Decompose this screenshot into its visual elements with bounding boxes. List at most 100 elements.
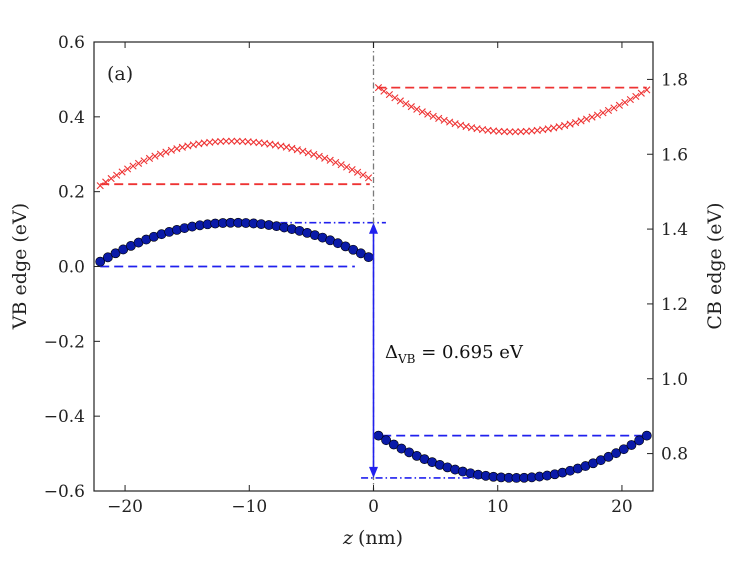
cb-data-point xyxy=(293,146,301,154)
cb-data-point xyxy=(446,118,454,126)
y-left-tick-label: −0.2 xyxy=(44,332,85,352)
vb-data-point xyxy=(95,256,106,267)
y-right-tick-label: 1.2 xyxy=(661,295,688,315)
cb-data-point xyxy=(189,141,197,149)
cb-data-point xyxy=(102,178,110,186)
x-axis-variable: z xyxy=(342,527,354,549)
vb-data-point xyxy=(381,435,392,446)
x-axis-unit: (nm) xyxy=(358,527,403,549)
cb-data-point xyxy=(315,152,323,160)
y-right-axis-title: CB edge (eV) xyxy=(704,202,726,329)
vb-data-point xyxy=(363,252,374,263)
cb-data-point xyxy=(173,145,181,153)
cb-data-point xyxy=(211,138,219,146)
cb-data-point xyxy=(522,127,530,135)
cb-data-point xyxy=(96,182,104,190)
cb-data-point xyxy=(467,124,476,132)
cb-data-point xyxy=(544,125,552,133)
cb-data-point xyxy=(222,137,230,145)
y-right-tick-label: 1.6 xyxy=(661,145,688,165)
cb-data-point xyxy=(511,128,519,136)
cb-data-point xyxy=(506,128,514,136)
cb-data-point xyxy=(348,166,356,174)
cb-data-point xyxy=(310,150,318,159)
y-left-tick-label: 0.0 xyxy=(58,258,85,278)
cb-data-point xyxy=(413,105,421,113)
cb-data-point xyxy=(593,111,602,119)
cb-data-point xyxy=(572,118,580,127)
delta-subscript: VB xyxy=(397,352,416,366)
cb-data-point xyxy=(385,90,394,99)
cb-data-point xyxy=(621,98,629,107)
cb-data-point xyxy=(364,174,373,182)
cb-data-point xyxy=(244,138,252,146)
cb-data-point xyxy=(151,152,159,160)
cb-data-point xyxy=(118,168,126,176)
x-tick-label: 20 xyxy=(611,497,633,517)
y-right-tick-label: 1.8 xyxy=(661,70,688,90)
cb-data-point xyxy=(402,100,410,108)
cb-data-point xyxy=(167,146,175,154)
cb-data-point xyxy=(610,104,618,112)
vb-data-point xyxy=(626,440,637,450)
cb-data-point xyxy=(380,87,388,95)
y-left-tick-label: −0.4 xyxy=(44,407,85,427)
cb-data-point xyxy=(321,154,329,162)
cb-data-point xyxy=(113,171,121,179)
cb-data-point xyxy=(277,142,285,150)
vb-data-point xyxy=(611,448,622,459)
x-tick-label: −20 xyxy=(107,497,143,517)
markers xyxy=(95,84,652,483)
cb-data-point xyxy=(637,89,645,97)
cb-data-point xyxy=(374,84,383,92)
cb-data-point xyxy=(495,127,503,135)
cb-data-point xyxy=(577,117,585,125)
cb-data-point xyxy=(391,94,399,102)
cb-data-point xyxy=(599,109,607,117)
cb-data-point xyxy=(435,114,443,122)
cb-data-point xyxy=(140,157,148,165)
dashed-levels xyxy=(100,86,647,437)
cb-data-point xyxy=(500,128,509,136)
cb-data-point xyxy=(632,92,640,101)
cb-data-point xyxy=(288,144,296,152)
x-axis-title: z (nm) xyxy=(342,527,403,549)
arrow-head-down xyxy=(369,466,378,478)
cb-data-point xyxy=(332,158,340,167)
y-right-tick-label: 0.8 xyxy=(661,445,688,465)
cb-data-point xyxy=(326,156,334,164)
cb-data-point xyxy=(561,121,569,130)
cb-data-point xyxy=(178,143,186,151)
cb-data-point xyxy=(217,137,225,146)
cb-data-point xyxy=(566,120,574,128)
cb-data-point xyxy=(343,163,351,171)
delta-symbol: Δ xyxy=(385,342,398,363)
y-right-tick-label: 1.4 xyxy=(661,220,688,240)
y-left-tick-label: 0.6 xyxy=(58,33,85,53)
delta-annotation: ΔVB = 0.695 eV xyxy=(385,342,524,366)
y-right-tick-label: 1.0 xyxy=(661,370,688,390)
panel-label: (a) xyxy=(107,63,133,85)
cb-data-point xyxy=(271,141,280,149)
x-tick-label: −10 xyxy=(231,497,267,517)
cb-data-point xyxy=(643,86,651,94)
cb-data-point xyxy=(233,137,241,145)
cb-data-point xyxy=(517,128,525,136)
cb-data-point xyxy=(107,174,115,183)
cb-data-point xyxy=(156,150,165,158)
y-left-tick-label: −0.6 xyxy=(44,482,85,502)
x-tick-label: 0 xyxy=(368,497,379,517)
y-left-tick-label: 0.2 xyxy=(58,183,85,203)
cb-data-point xyxy=(615,101,623,109)
cb-data-point xyxy=(555,123,563,131)
vb-data-point xyxy=(618,444,629,455)
cb-data-point xyxy=(588,113,596,121)
cb-data-point xyxy=(304,149,312,157)
cb-data-point xyxy=(124,165,132,173)
cb-data-point xyxy=(129,162,137,170)
cb-data-point xyxy=(604,106,613,115)
cb-data-point xyxy=(299,147,307,155)
cb-data-point xyxy=(582,115,591,123)
cb-data-point xyxy=(162,148,170,156)
